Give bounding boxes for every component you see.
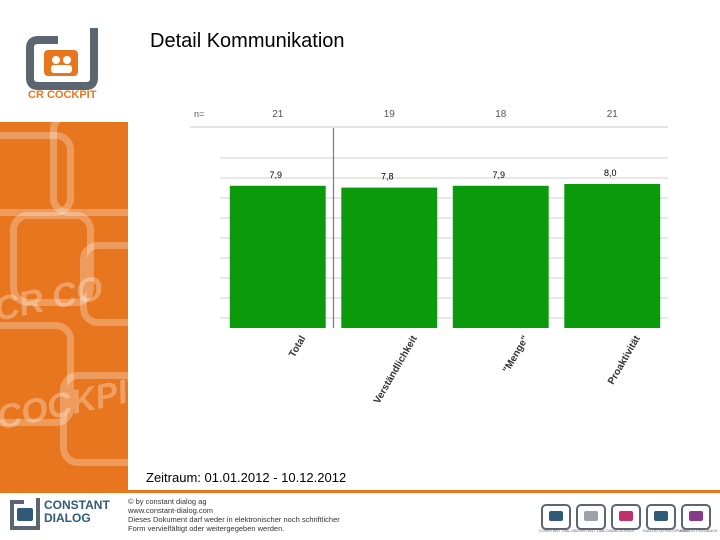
- partner-logo: [611, 504, 641, 530]
- partner-logo: [576, 504, 606, 530]
- period-label: Zeitraum: 01.01.2012 - 10.12.2012: [146, 470, 347, 485]
- cr-cockpit-logo: [26, 28, 98, 90]
- footer: [0, 490, 720, 540]
- footer-line: Form vervielfältigt oder weitergegeben w…: [128, 524, 285, 533]
- n-value: 21: [607, 109, 619, 120]
- logo-text: CR COCKPIT: [28, 89, 97, 101]
- footer-brand: CONSTANT DIALOG: [44, 499, 110, 525]
- partner-logo: [681, 504, 711, 530]
- data-label: 7,8: [381, 172, 394, 182]
- category-label: "Menge": [501, 334, 531, 375]
- category-label: Verständlichkeit: [372, 333, 420, 406]
- page-title: Detail Kommunikation: [150, 30, 345, 52]
- bar: [229, 185, 326, 328]
- partner-logo: [541, 504, 571, 530]
- bar: [564, 184, 661, 328]
- footer-line: www.constant-dialog.com: [128, 506, 214, 515]
- logo-area: CR COCKPIT: [0, 0, 128, 122]
- footer-brand-line: CONSTANT: [44, 498, 110, 512]
- footer-legal: © by constant dialog ag www.constant-dia…: [128, 497, 340, 533]
- decor-frame: [60, 372, 128, 466]
- decor-frame: [50, 122, 128, 216]
- data-label: 7,9: [492, 170, 505, 180]
- sidebar-decoration: CR COCKPIT CR CO COCKPIT: [0, 0, 128, 490]
- partner-label: VALUEPASS: [611, 528, 635, 533]
- data-label: 7,9: [269, 170, 282, 180]
- footer-line: © by constant dialog ag: [128, 497, 207, 506]
- decor-frame: [80, 242, 128, 326]
- category-label: Total: [287, 334, 308, 360]
- partner-label: DIALOG FEEDBACK: [680, 528, 718, 533]
- n-value: 19: [384, 109, 396, 120]
- partner-label: CONSTANT DIALOG: [539, 528, 577, 533]
- n-label: n=: [194, 109, 204, 119]
- footer-divider: [0, 490, 720, 493]
- bar: [452, 185, 549, 328]
- partner-label: DIALOG DEVELOPMENT: [643, 528, 690, 533]
- decor-frame: [0, 132, 74, 216]
- footer-brand-line: DIALOG: [44, 511, 91, 525]
- data-label: 8,0: [604, 168, 617, 178]
- orange-panel: CR CO COCKPIT: [0, 122, 128, 490]
- n-value: 21: [272, 109, 284, 120]
- bar: [341, 187, 438, 328]
- partner-logo: [646, 504, 676, 530]
- n-value: 18: [495, 109, 507, 120]
- footer-line: Dieses Dokument darf weder in elektronis…: [128, 515, 340, 524]
- category-label: Proaktivität: [606, 333, 643, 386]
- partner-label: CONSTANT DIALOG: [574, 528, 612, 533]
- constant-dialog-logo: [10, 498, 40, 530]
